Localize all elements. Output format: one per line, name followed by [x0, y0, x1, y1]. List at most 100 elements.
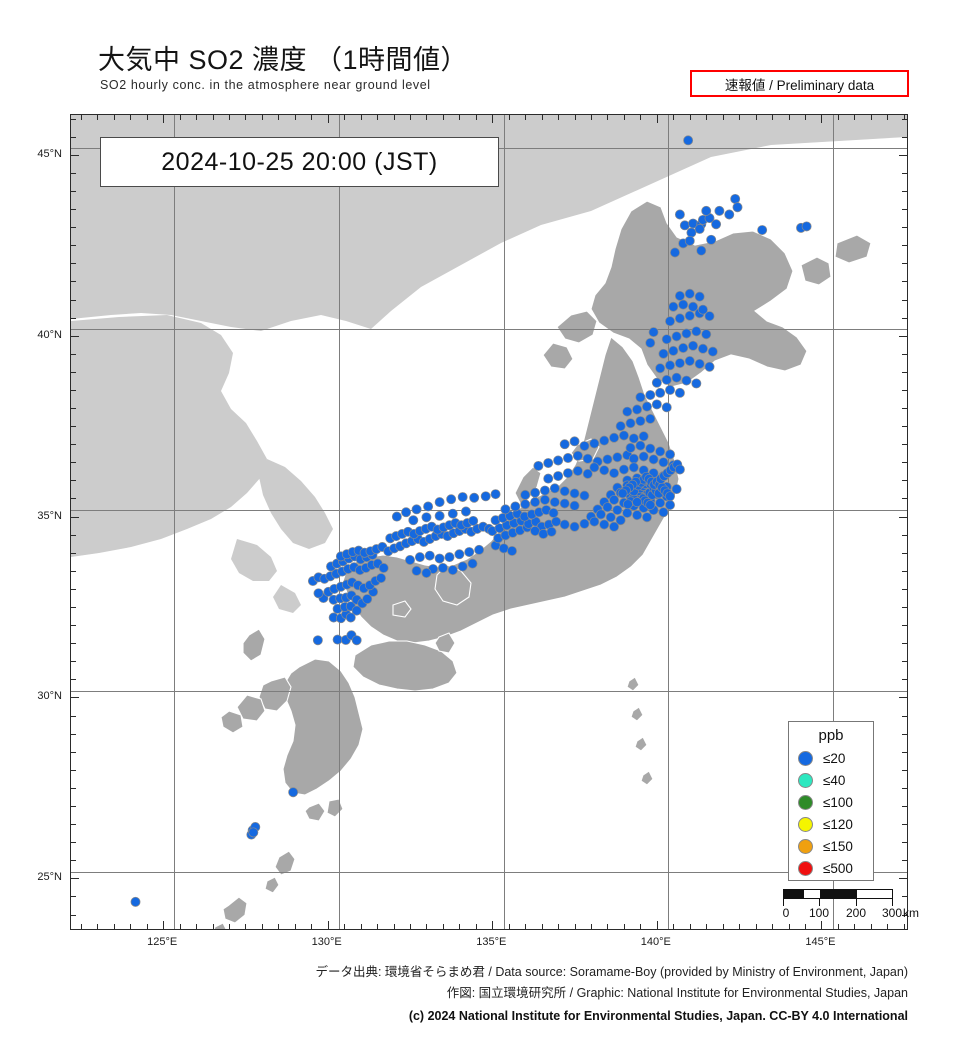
station-marker[interactable]	[730, 193, 741, 204]
station-marker[interactable]	[579, 490, 590, 501]
station-marker[interactable]	[661, 374, 672, 385]
station-marker[interactable]	[421, 568, 432, 578]
station-marker[interactable]	[658, 507, 669, 518]
station-marker[interactable]	[599, 519, 610, 530]
station-marker[interactable]	[618, 464, 629, 475]
station-marker[interactable]	[724, 209, 735, 220]
station-marker[interactable]	[711, 219, 722, 230]
station-marker[interactable]	[658, 457, 669, 468]
station-marker[interactable]	[582, 468, 593, 479]
station-marker[interactable]	[447, 565, 458, 576]
station-marker[interactable]	[605, 512, 616, 523]
station-marker[interactable]	[569, 436, 580, 447]
station-marker[interactable]	[617, 488, 628, 499]
station-marker[interactable]	[500, 504, 511, 515]
station-marker[interactable]	[704, 361, 715, 372]
station-marker[interactable]	[678, 343, 689, 353]
station-marker[interactable]	[674, 387, 685, 398]
station-marker[interactable]	[582, 453, 593, 464]
station-marker[interactable]	[378, 563, 389, 573]
station-marker[interactable]	[684, 235, 695, 246]
station-marker[interactable]	[437, 563, 448, 573]
station-marker[interactable]	[694, 224, 705, 234]
station-marker[interactable]	[589, 516, 600, 527]
station-marker[interactable]	[569, 500, 580, 511]
station-marker[interactable]	[411, 565, 422, 576]
station-marker[interactable]	[543, 473, 554, 484]
station-marker[interactable]	[697, 304, 708, 315]
station-marker[interactable]	[665, 491, 675, 502]
station-marker[interactable]	[678, 299, 689, 310]
station-marker[interactable]	[665, 360, 675, 371]
station-marker[interactable]	[612, 505, 623, 516]
station-marker[interactable]	[681, 328, 692, 339]
station-marker[interactable]	[401, 507, 412, 518]
station-marker[interactable]	[683, 135, 694, 146]
station-marker[interactable]	[686, 227, 697, 238]
station-marker[interactable]	[434, 553, 445, 564]
station-marker[interactable]	[559, 519, 570, 530]
station-marker[interactable]	[668, 345, 679, 356]
station-marker[interactable]	[579, 441, 590, 451]
station-marker[interactable]	[655, 497, 666, 508]
station-marker[interactable]	[559, 486, 570, 497]
station-marker[interactable]	[635, 416, 646, 427]
station-marker[interactable]	[579, 518, 590, 529]
station-marker[interactable]	[130, 896, 141, 907]
station-marker[interactable]	[665, 385, 675, 395]
station-marker[interactable]	[553, 455, 564, 466]
station-marker[interactable]	[480, 491, 491, 502]
station-marker[interactable]	[714, 205, 725, 216]
station-marker[interactable]	[638, 451, 649, 462]
station-marker[interactable]	[288, 787, 299, 798]
station-marker[interactable]	[599, 435, 610, 446]
station-marker[interactable]	[599, 465, 610, 476]
station-marker[interactable]	[635, 392, 646, 403]
station-marker[interactable]	[589, 438, 600, 449]
station-marker[interactable]	[674, 209, 685, 220]
station-marker[interactable]	[421, 512, 432, 523]
station-marker[interactable]	[540, 485, 550, 496]
station-marker[interactable]	[642, 401, 652, 412]
station-marker[interactable]	[651, 399, 662, 410]
station-marker[interactable]	[671, 372, 682, 383]
station-marker[interactable]	[671, 484, 682, 495]
station-marker[interactable]	[589, 462, 600, 473]
legend-item[interactable]: ≤120	[789, 813, 873, 835]
legend-item[interactable]: ≤150	[789, 835, 873, 857]
station-marker[interactable]	[467, 558, 478, 569]
station-marker[interactable]	[510, 501, 521, 512]
station-marker[interactable]	[469, 492, 480, 503]
station-marker[interactable]	[405, 555, 415, 565]
station-marker[interactable]	[696, 245, 707, 256]
station-marker[interactable]	[655, 363, 666, 374]
station-marker[interactable]	[345, 612, 356, 623]
station-marker[interactable]	[551, 516, 562, 527]
station-marker[interactable]	[411, 504, 422, 515]
station-marker[interactable]	[635, 440, 646, 451]
station-marker[interactable]	[670, 247, 680, 258]
station-marker[interactable]	[530, 497, 541, 508]
station-marker[interactable]	[691, 378, 702, 389]
station-marker[interactable]	[655, 387, 666, 398]
station-marker[interactable]	[684, 288, 695, 299]
station-marker[interactable]	[628, 462, 639, 473]
station-marker[interactable]	[648, 327, 659, 338]
station-marker[interactable]	[548, 508, 559, 518]
station-marker[interactable]	[543, 458, 554, 468]
station-marker[interactable]	[645, 390, 656, 400]
station-marker[interactable]	[434, 497, 445, 508]
station-marker[interactable]	[645, 443, 656, 454]
legend-item[interactable]: ≤100	[789, 791, 873, 813]
station-marker[interactable]	[625, 442, 636, 453]
station-marker[interactable]	[674, 358, 685, 369]
station-marker[interactable]	[642, 512, 652, 523]
station-marker[interactable]	[661, 334, 672, 345]
station-marker[interactable]	[645, 500, 656, 510]
station-marker[interactable]	[665, 500, 675, 510]
station-marker[interactable]	[498, 543, 509, 554]
station-marker[interactable]	[332, 634, 343, 645]
station-marker[interactable]	[679, 220, 690, 231]
station-marker[interactable]	[530, 487, 541, 498]
station-marker[interactable]	[474, 544, 485, 555]
